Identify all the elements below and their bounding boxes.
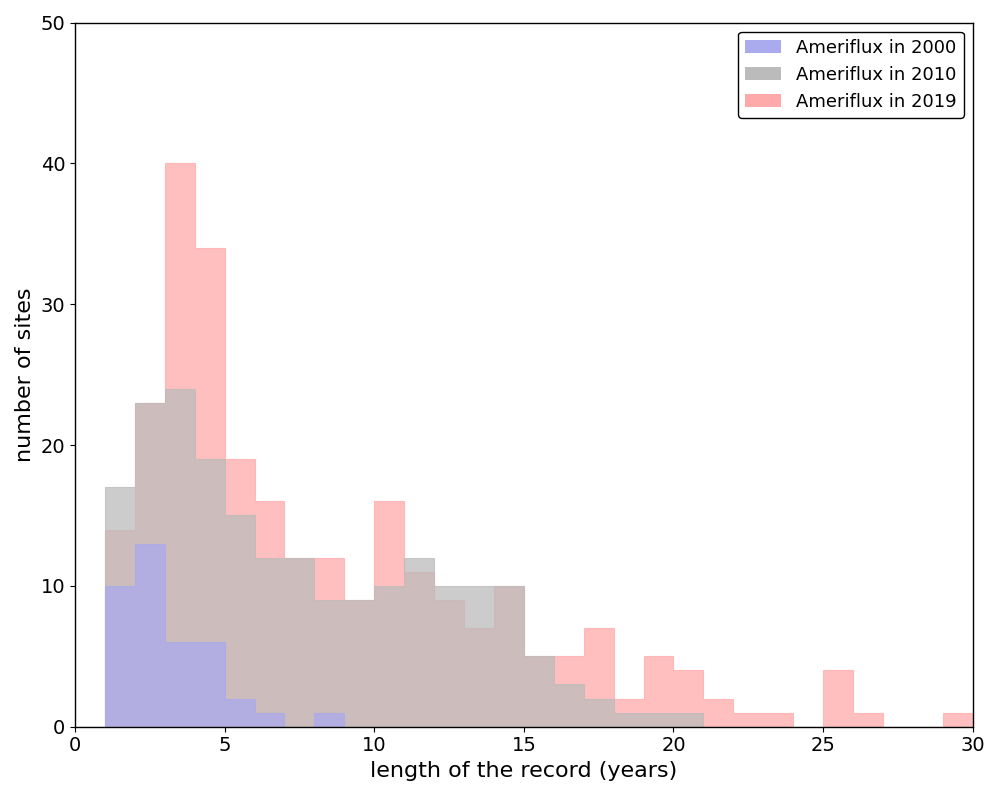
Legend: Ameriflux in 2000, Ameriflux in 2010, Ameriflux in 2019: Ameriflux in 2000, Ameriflux in 2010, Am… — [738, 32, 964, 118]
X-axis label: length of the record (years): length of the record (years) — [370, 761, 677, 781]
Y-axis label: number of sites: number of sites — [15, 287, 35, 462]
